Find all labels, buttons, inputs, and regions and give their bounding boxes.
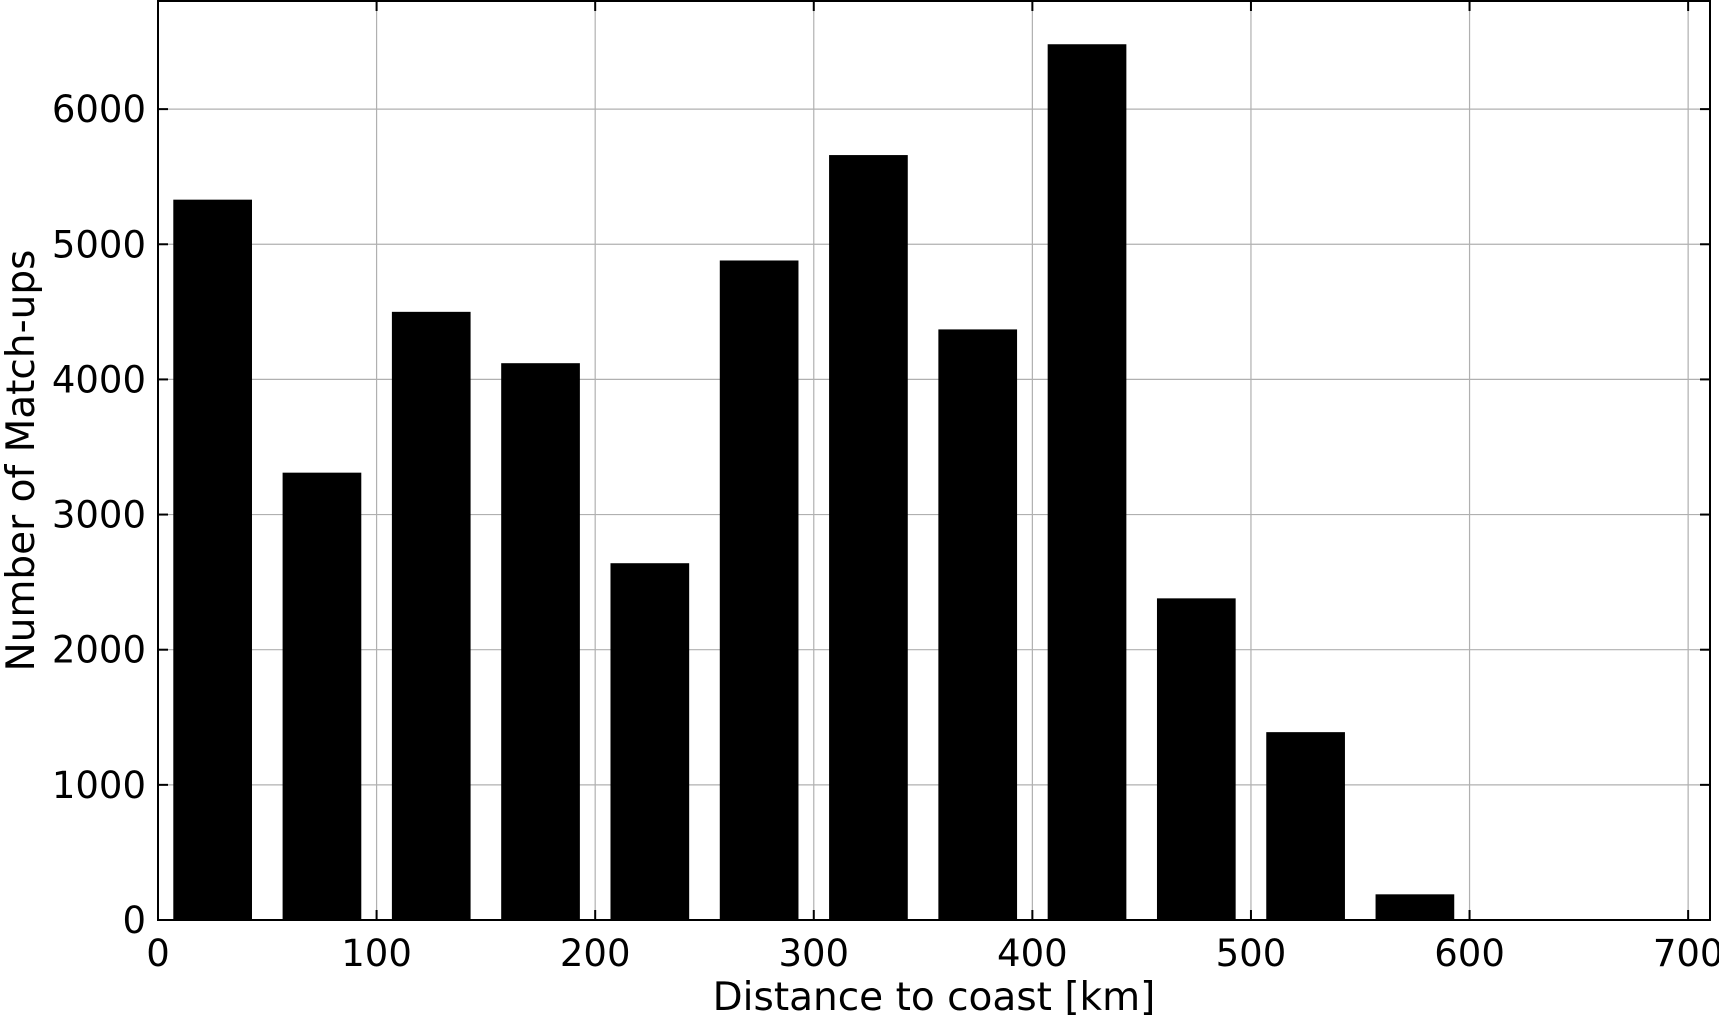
y-tick-label: 1000 xyxy=(52,764,146,807)
y-axis-label: Number of Match-ups xyxy=(0,250,44,672)
bar xyxy=(610,563,690,920)
y-tick-label: 3000 xyxy=(52,494,146,537)
bar xyxy=(1047,44,1127,920)
x-tick-label: 300 xyxy=(778,932,849,975)
x-tick-label: 200 xyxy=(560,932,631,975)
y-tick-label: 6000 xyxy=(52,88,146,131)
bar xyxy=(1156,598,1236,920)
bar xyxy=(1266,732,1345,920)
bar xyxy=(501,363,580,921)
x-tick-label: 0 xyxy=(146,932,170,975)
y-tick-label: 4000 xyxy=(52,358,146,401)
bar xyxy=(938,329,1018,920)
x-tick-label: 600 xyxy=(1434,932,1505,975)
bar xyxy=(1375,894,1455,920)
x-tick-label: 100 xyxy=(341,932,412,975)
x-tick-label: 500 xyxy=(1216,932,1287,975)
bar xyxy=(391,311,471,920)
x-axis-label: Distance to coast [km] xyxy=(713,975,1156,1020)
plot-frame xyxy=(157,0,1711,921)
bar xyxy=(282,472,362,920)
x-tick-label: 400 xyxy=(997,932,1068,975)
tick-layer: 0 100 200 300 400 500 600 700 0 1000 2000 3000 4000 5… xyxy=(52,1,1719,975)
bar xyxy=(173,199,252,920)
x-tick-label: 700 xyxy=(1653,932,1719,975)
grid-layer xyxy=(158,1,1710,920)
bar-layer xyxy=(173,44,1455,921)
bar xyxy=(829,155,908,921)
y-tick-label: 0 xyxy=(122,899,146,942)
y-tick-label: 5000 xyxy=(52,223,146,266)
bar xyxy=(719,260,799,920)
y-tick-label: 2000 xyxy=(52,629,146,672)
